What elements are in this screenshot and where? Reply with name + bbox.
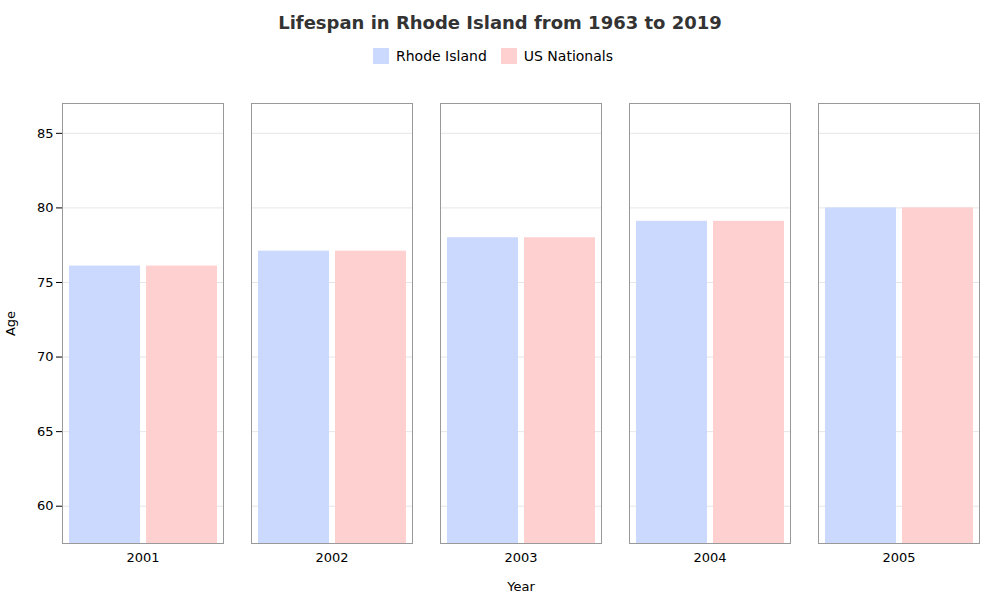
svg-text:60: 60 [37,498,54,513]
svg-text:80: 80 [37,200,54,215]
svg-text:75: 75 [37,275,54,290]
svg-text:65: 65 [37,424,54,439]
svg-text:2003: 2003 [504,550,537,565]
html-text:US Nationals: US Nationals [523,47,613,64]
svg-text:85: 85 [37,125,54,140]
svg-text:70: 70 [37,349,54,364]
html-text:Lifespan in Rhode Island from: Lifespan in Rhode Island from 1963 to 20… [278,12,722,33]
svg-text:2001: 2001 [126,550,159,565]
svg-text:2005: 2005 [882,550,915,565]
svg-text:Age: Age [3,311,18,336]
html-text:Rhode Island: Rhode Island [396,47,487,64]
svg-text:2002: 2002 [315,550,348,565]
svg-text:2004: 2004 [693,550,726,565]
svg-text:Year: Year [506,579,535,594]
